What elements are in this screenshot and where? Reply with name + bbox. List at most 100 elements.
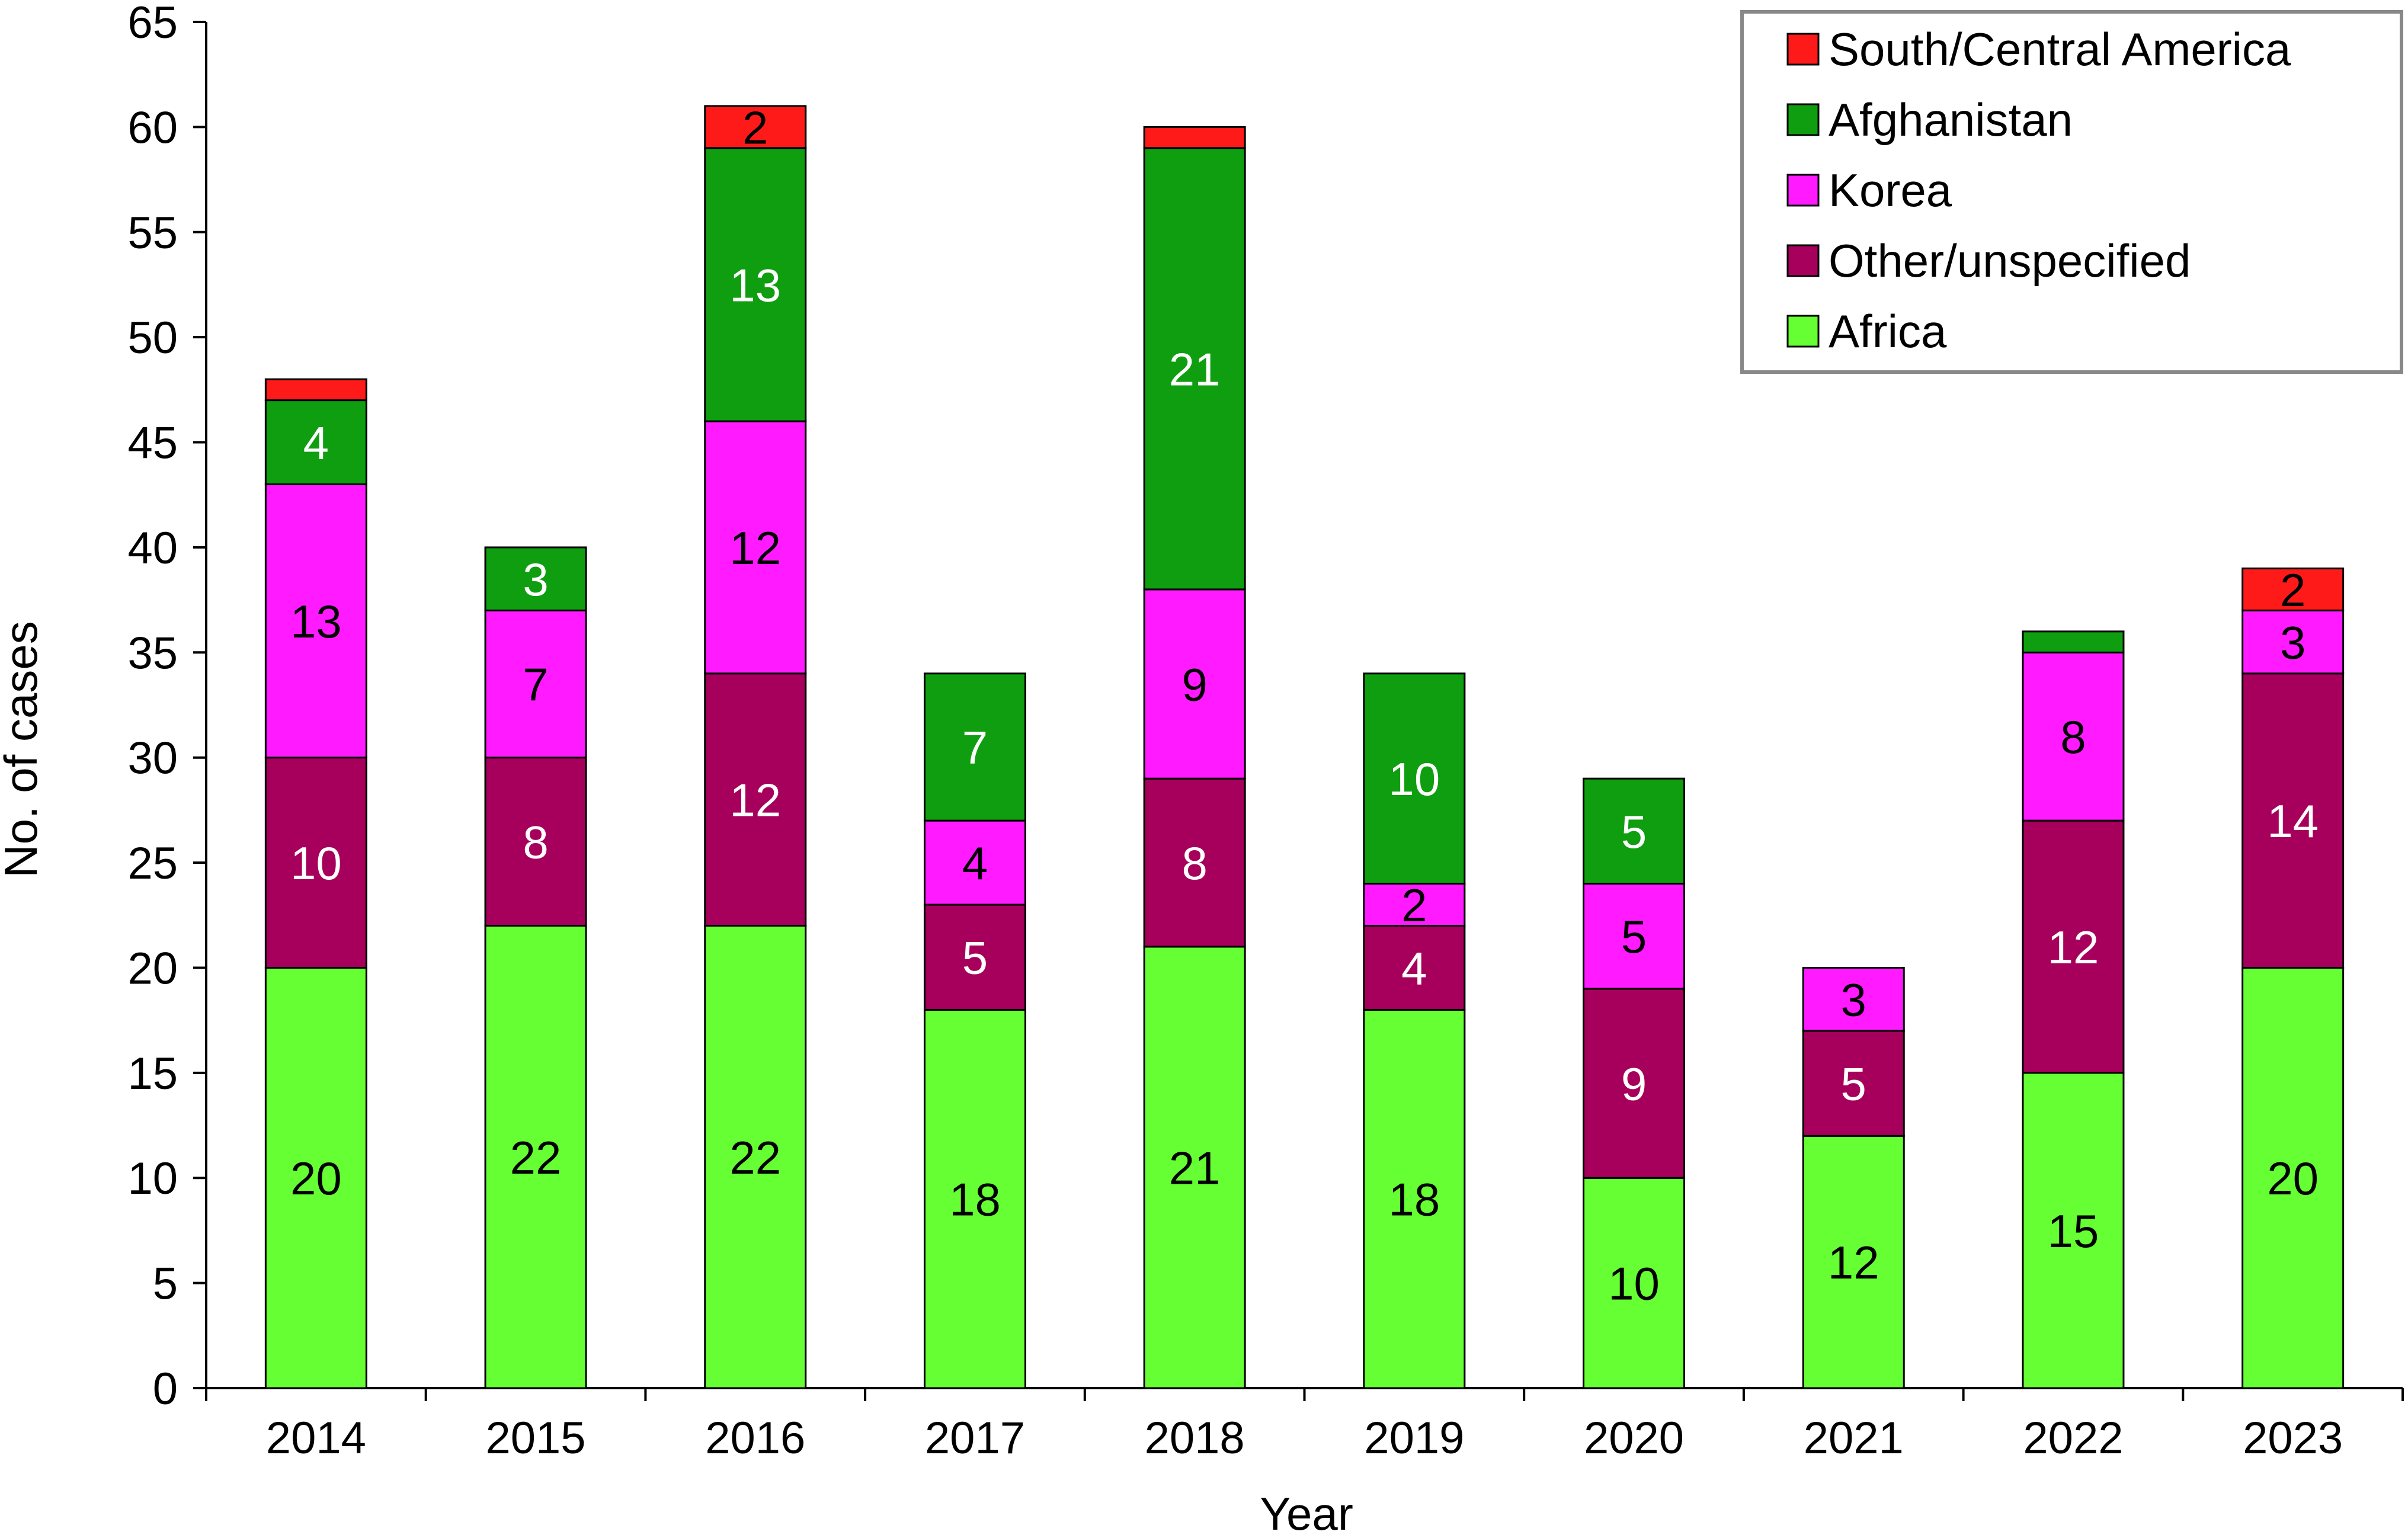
data-label: 5 <box>1841 1058 1866 1110</box>
x-tick-label: 2016 <box>705 1413 805 1463</box>
data-label: 3 <box>523 553 548 605</box>
data-label: 5 <box>962 932 988 984</box>
bar-segment <box>1143 126 1246 149</box>
y-tick-label: 10 <box>127 1154 178 1204</box>
bar-segment <box>1143 588 1246 780</box>
bar-segment <box>1802 966 1905 1032</box>
bar-segment <box>704 105 807 149</box>
y-tick-label: 35 <box>127 628 178 678</box>
legend-label: Africa <box>1829 305 1947 357</box>
data-label: 14 <box>2267 795 2319 847</box>
data-label: 8 <box>1181 837 1207 889</box>
bar-segment <box>1583 988 1686 1179</box>
data-label: 18 <box>949 1174 1001 1226</box>
data-label: 15 <box>2048 1205 2099 1257</box>
y-tick-label: 50 <box>127 313 178 363</box>
y-tick-label: 55 <box>127 208 178 258</box>
bar-segment <box>704 420 807 675</box>
bar-segment <box>1143 946 1246 1389</box>
x-tick-label: 2019 <box>1364 1413 1464 1463</box>
data-label: 12 <box>2048 921 2099 973</box>
data-label: 13 <box>290 595 342 648</box>
bar-segment <box>264 757 367 969</box>
bar-segment <box>1143 147 1246 591</box>
bar-segment <box>2022 819 2125 1074</box>
bar-segment <box>2022 1072 2125 1389</box>
y-tick-label: 15 <box>127 1049 178 1099</box>
data-label: 7 <box>962 722 988 774</box>
bar-segment <box>2022 651 2125 822</box>
bar-segment <box>1363 672 1466 885</box>
legend-swatch <box>1786 315 1820 348</box>
bar-segment <box>704 925 807 1389</box>
x-tick-label: 2022 <box>2023 1413 2123 1463</box>
data-label: 3 <box>1841 974 1866 1026</box>
x-tick-label: 2017 <box>925 1413 1025 1463</box>
data-label: 21 <box>1169 1142 1221 1194</box>
data-label: 12 <box>729 522 781 574</box>
y-tick-label: 65 <box>127 0 178 48</box>
x-tick-label: 2018 <box>1145 1413 1245 1463</box>
y-tick-label: 45 <box>127 418 178 469</box>
bar-segment <box>1583 1177 1686 1389</box>
x-axis-title: Year <box>1260 1488 1353 1538</box>
data-label: 4 <box>1401 942 1427 994</box>
data-label: 7 <box>523 659 548 711</box>
data-label: 10 <box>1608 1258 1660 1310</box>
bar-segment <box>923 903 1026 1011</box>
bar-segment <box>1363 883 1466 927</box>
bar-segment <box>1583 777 1686 885</box>
data-label: 21 <box>1169 343 1221 395</box>
bar-segment <box>1802 1030 1905 1137</box>
bar-segment <box>484 609 587 759</box>
bar-segment <box>264 378 367 402</box>
data-label: 20 <box>290 1152 342 1204</box>
bar-segment <box>1802 1135 1905 1389</box>
legend-swatch <box>1786 103 1820 136</box>
y-axis-title: No. of cases <box>0 621 47 878</box>
legend-label: Korea <box>1829 164 1952 216</box>
bar-segment <box>2022 630 2125 653</box>
data-label: 3 <box>2280 617 2305 669</box>
bar-segment <box>484 546 587 611</box>
data-label: 18 <box>1388 1174 1440 1226</box>
legend-swatch <box>1786 174 1820 207</box>
data-label: 5 <box>1621 911 1647 963</box>
bar-segment <box>923 672 1026 822</box>
data-label: 12 <box>729 774 781 826</box>
data-label: 12 <box>1828 1236 1879 1289</box>
bar-segment <box>484 925 587 1389</box>
data-label: 13 <box>729 259 781 311</box>
y-tick-label: 40 <box>127 523 178 573</box>
data-label: 10 <box>1388 753 1440 805</box>
legend-swatch <box>1786 33 1820 66</box>
data-label: 10 <box>290 837 342 889</box>
y-tick-label: 25 <box>127 838 178 889</box>
y-tick-label: 5 <box>153 1259 178 1309</box>
data-label: 22 <box>729 1132 781 1184</box>
data-labels: 2010134228732212121321854721892118421010… <box>290 101 2319 1309</box>
data-label: 9 <box>1621 1058 1647 1110</box>
x-tick-label: 2015 <box>486 1413 586 1463</box>
bar-segment <box>264 483 367 759</box>
bar-segment <box>484 757 587 927</box>
bar-segment <box>704 147 807 422</box>
data-label: 9 <box>1181 659 1207 711</box>
bar-segment <box>2242 966 2345 1389</box>
bar-segment <box>923 819 1026 906</box>
bar-segment <box>1363 925 1466 1011</box>
data-label: 8 <box>2060 711 2086 763</box>
x-tick-label: 2021 <box>1804 1413 1904 1463</box>
data-label: 4 <box>303 417 329 469</box>
y-tick-label: 30 <box>127 733 178 784</box>
data-label: 8 <box>523 816 548 869</box>
legend-label: Afghanistan <box>1829 94 2073 146</box>
data-label: 5 <box>1621 806 1647 858</box>
data-label: 2 <box>742 101 768 153</box>
legend-label: South/Central America <box>1829 23 2291 75</box>
x-tick-label: 2020 <box>1584 1413 1684 1463</box>
bar-segment <box>1143 777 1246 948</box>
data-label: 20 <box>2267 1152 2319 1204</box>
bar-segment <box>2242 672 2345 969</box>
